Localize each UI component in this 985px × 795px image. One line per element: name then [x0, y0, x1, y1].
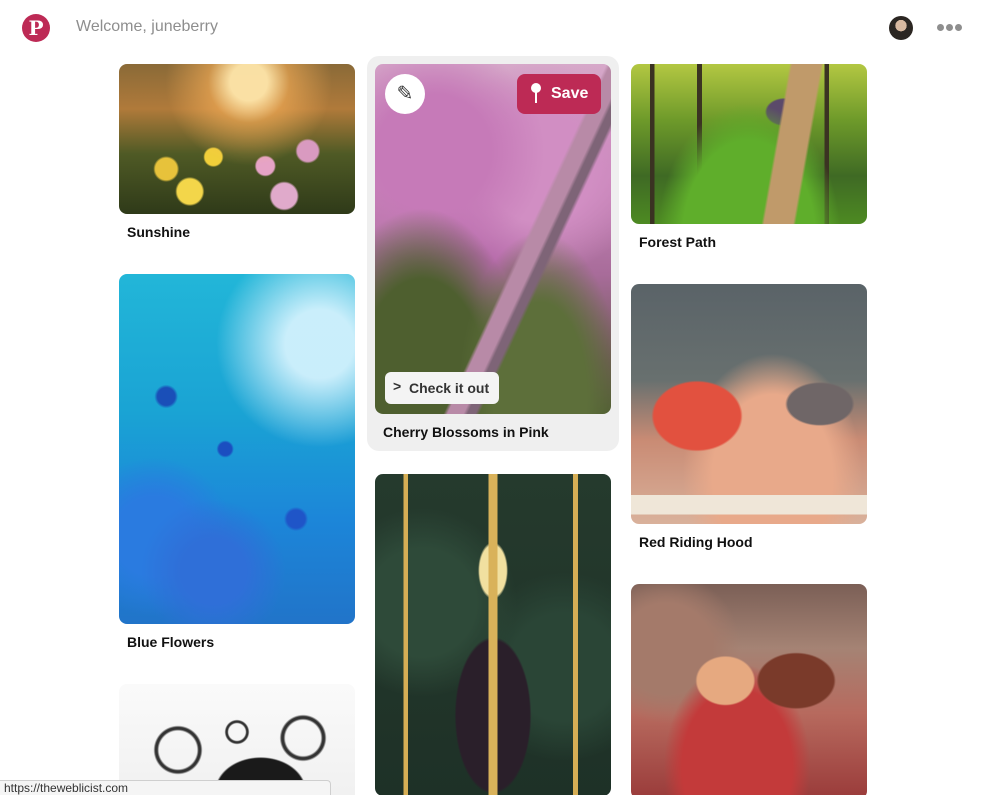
pin-title[interactable]: Blue Flowers	[127, 634, 215, 650]
pin-image[interactable]	[631, 64, 867, 224]
header: P Welcome, juneberry	[0, 0, 985, 56]
pin-card[interactable]: Red Riding Hood	[631, 284, 867, 554]
save-button[interactable]: Save	[517, 74, 601, 114]
pin-title[interactable]: Cherry Blossoms in Pink	[383, 424, 549, 440]
pin-card[interactable]	[631, 584, 867, 795]
status-bar-url: https://theweblicist.com	[0, 780, 331, 795]
chevron-right-icon: >	[393, 378, 402, 394]
pin-card[interactable]: Sunshine	[119, 64, 355, 244]
edit-pin-button[interactable]: ✎	[385, 74, 425, 114]
pin-image[interactable]	[119, 684, 355, 795]
pin-card-hovered[interactable]: ✎ Save > Check it out Cherry Blossoms in…	[375, 64, 611, 444]
pin-card[interactable]: Forest Path	[631, 64, 867, 254]
pin-title[interactable]: Red Riding Hood	[639, 534, 753, 550]
pin-image[interactable]	[375, 64, 611, 414]
pin-image[interactable]	[631, 584, 867, 795]
pin-card[interactable]	[119, 684, 355, 795]
save-button-label: Save	[551, 85, 589, 102]
pin-title[interactable]: Forest Path	[639, 234, 717, 250]
pinterest-logo[interactable]: P	[22, 14, 50, 42]
pin-card[interactable]: Blue Flowers	[119, 274, 355, 654]
pushpin-icon	[531, 83, 541, 105]
welcome-text: Welcome, juneberry	[76, 18, 218, 35]
pin-image[interactable]	[119, 274, 355, 624]
pin-image[interactable]	[119, 64, 355, 214]
check-it-out-button[interactable]: > Check it out	[385, 372, 499, 404]
check-it-out-label: Check it out	[409, 380, 490, 396]
pin-title[interactable]: Sunshine	[127, 224, 191, 240]
pinterest-logo-letter: P	[28, 16, 44, 40]
pin-card[interactable]	[375, 474, 611, 795]
pencil-icon: ✎	[396, 83, 414, 105]
pin-image[interactable]	[375, 474, 611, 795]
more-horizontal-icon[interactable]	[934, 18, 964, 38]
pin-image[interactable]	[631, 284, 867, 524]
avatar[interactable]	[889, 16, 913, 40]
